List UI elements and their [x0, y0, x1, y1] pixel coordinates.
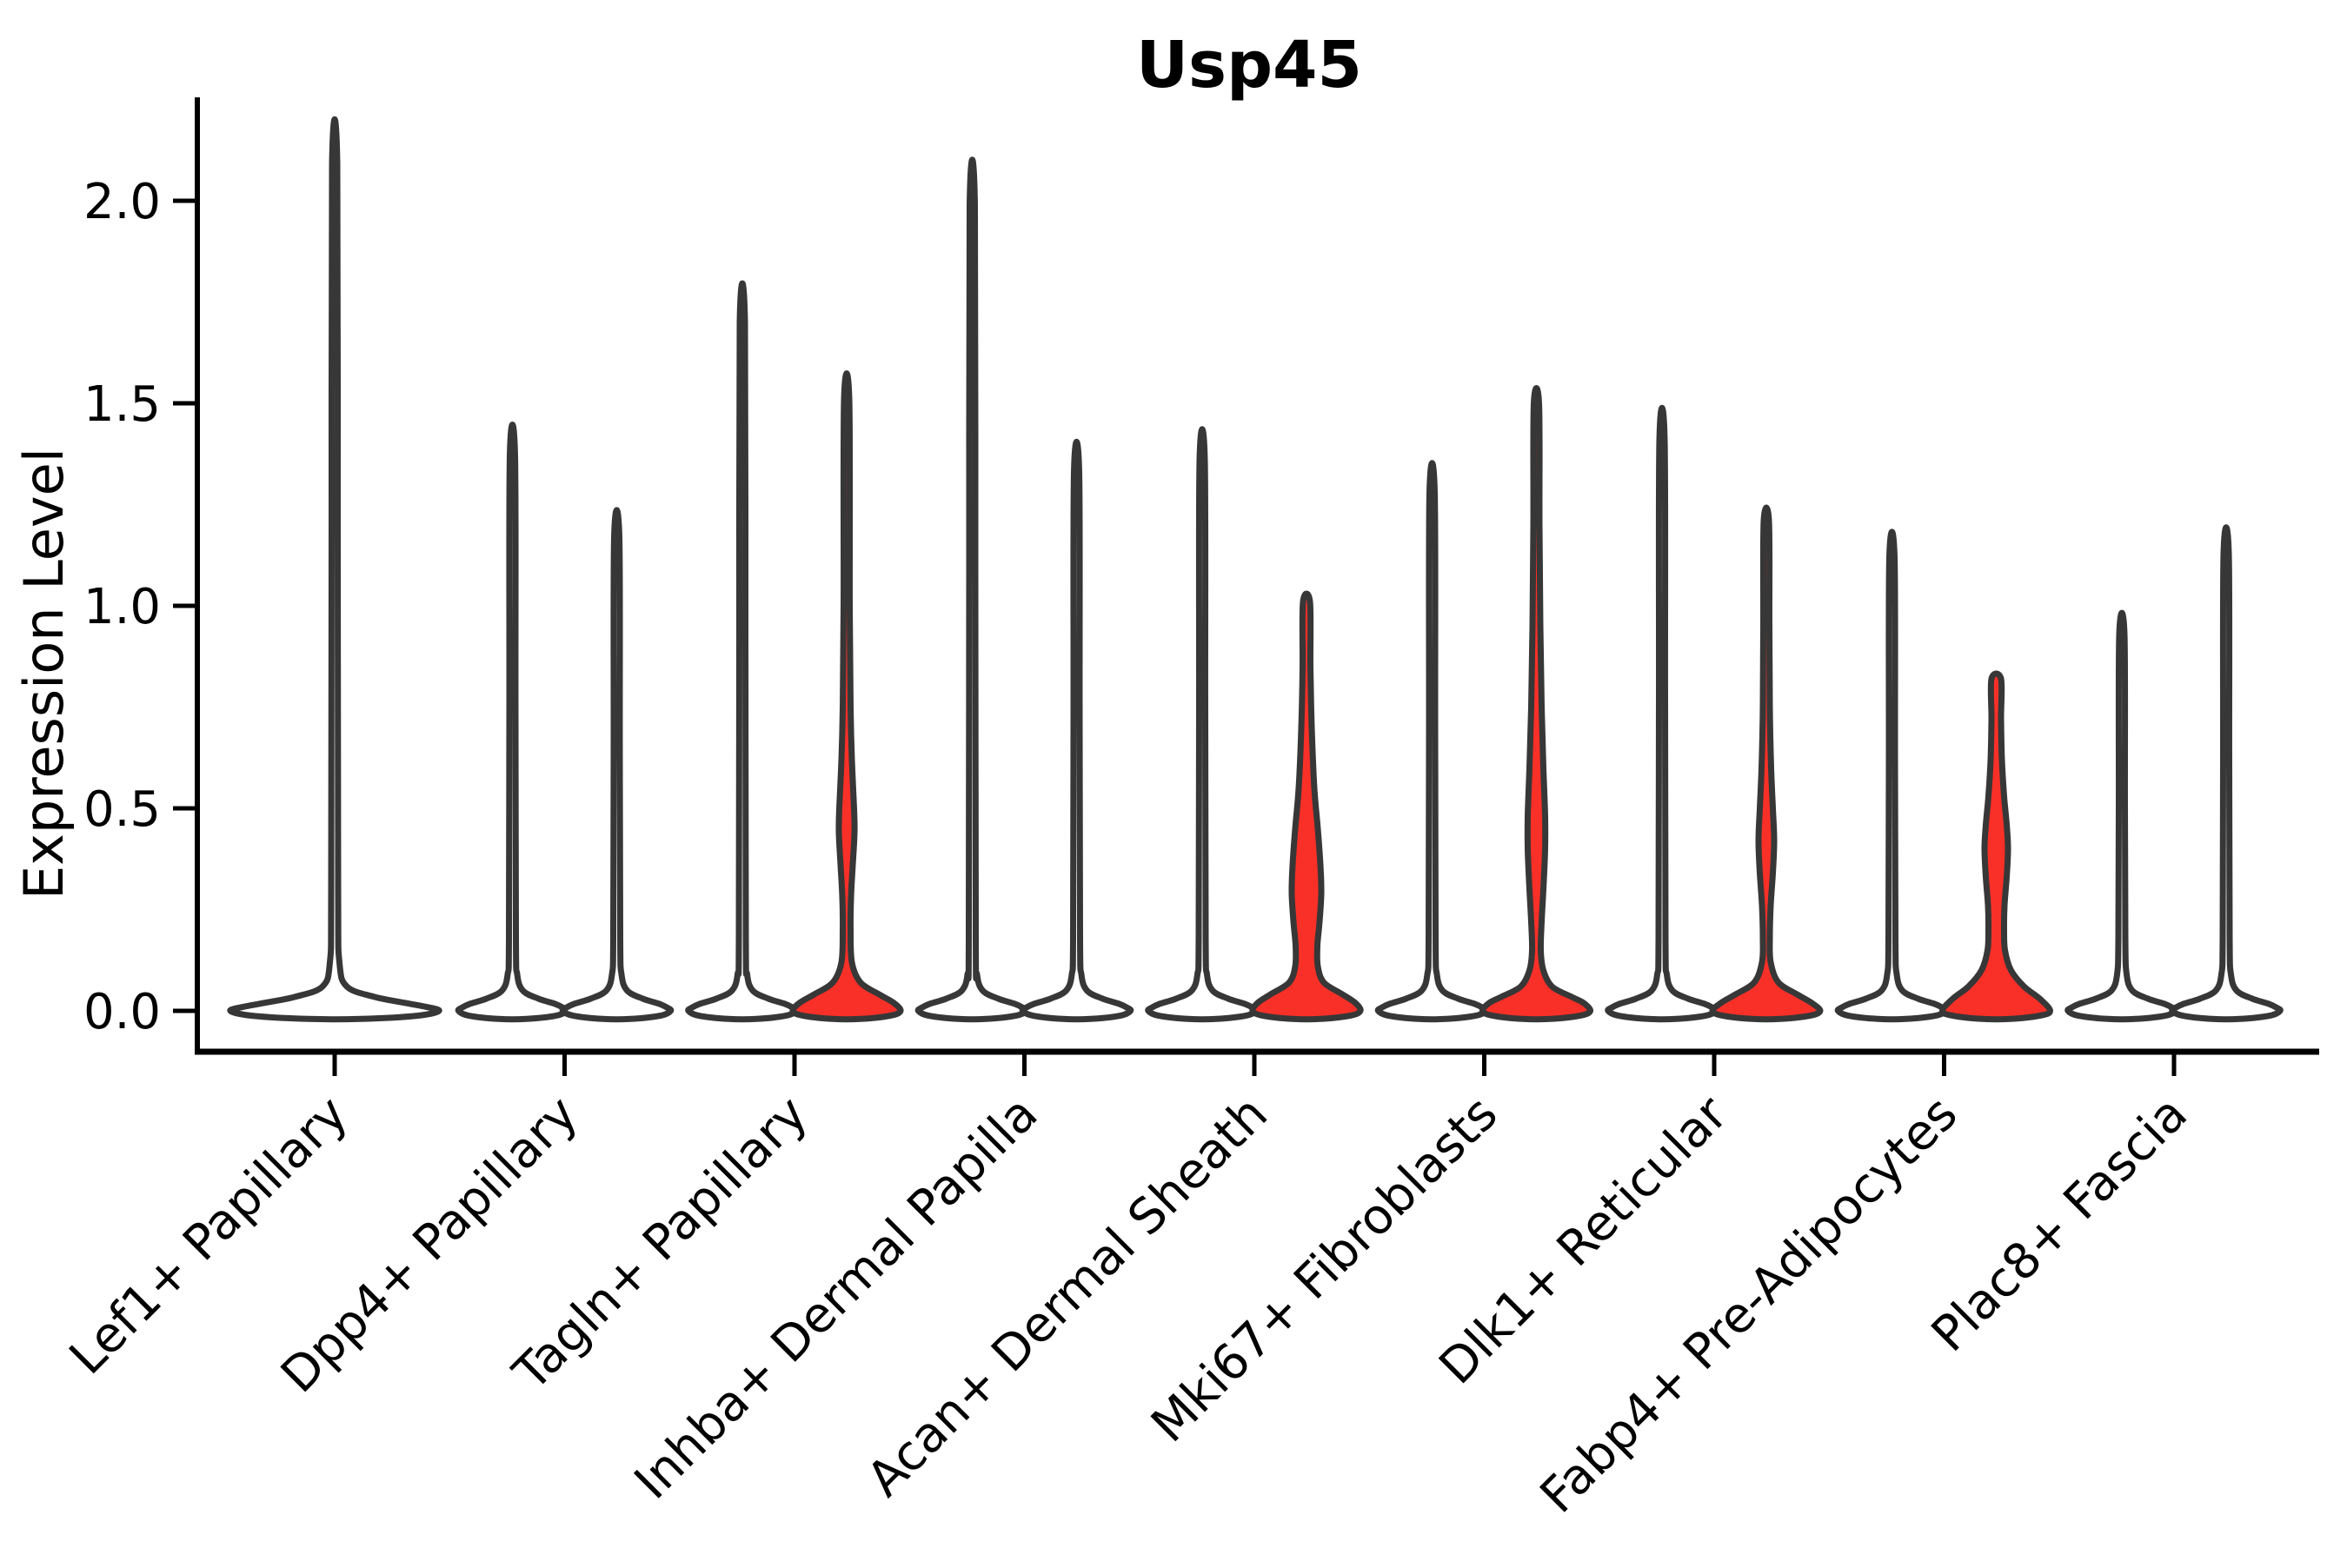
- violin-plac8-fascia-right: [2169, 524, 2284, 1023]
- violin-inhba-dermal-papilla-right: [1019, 438, 1134, 1023]
- violin-fabp4-pre-adipocytes-left: [1834, 528, 1950, 1023]
- violin-tagln-papillary-left: [685, 280, 800, 1023]
- y-axis-label: Expression Level: [12, 448, 76, 900]
- violin-dpp4-papillary-right: [559, 507, 675, 1023]
- violin-dpp4-papillary-left: [455, 422, 570, 1023]
- violin-acan-dermal-sheath-right: [1249, 590, 1364, 1023]
- y-tick-label: 0.5: [83, 781, 161, 838]
- violin-inhba-dermal-papilla-left: [914, 156, 1030, 1023]
- violin-dlk1-reticular-left: [1605, 405, 1719, 1023]
- violins-layer: [227, 116, 2284, 1023]
- y-axis: 0.0 0.5 1.0 1.5 2.0: [83, 97, 200, 1054]
- chart-title: Usp45: [1136, 28, 1362, 103]
- violin-mki67-fibroblasts-left: [1374, 460, 1490, 1023]
- violin-acan-dermal-sheath-left: [1145, 426, 1260, 1023]
- violin-fabp4-pre-adipocytes-right: [1939, 670, 2053, 1023]
- violin-dlk1-reticular-right: [1709, 504, 1824, 1023]
- y-tick-label: 1.5: [83, 376, 161, 433]
- y-tick-label: 0.0: [83, 984, 161, 1040]
- y-tick-label: 1.0: [83, 579, 161, 635]
- violin-plac8-fascia-left: [2064, 609, 2179, 1023]
- violin-tagln-papillary-right: [789, 370, 904, 1023]
- violin-lef1-papillary-center: [227, 116, 442, 1023]
- y-tick-label: 2.0: [83, 174, 161, 230]
- violin-mki67-fibroblasts-right: [1479, 385, 1594, 1023]
